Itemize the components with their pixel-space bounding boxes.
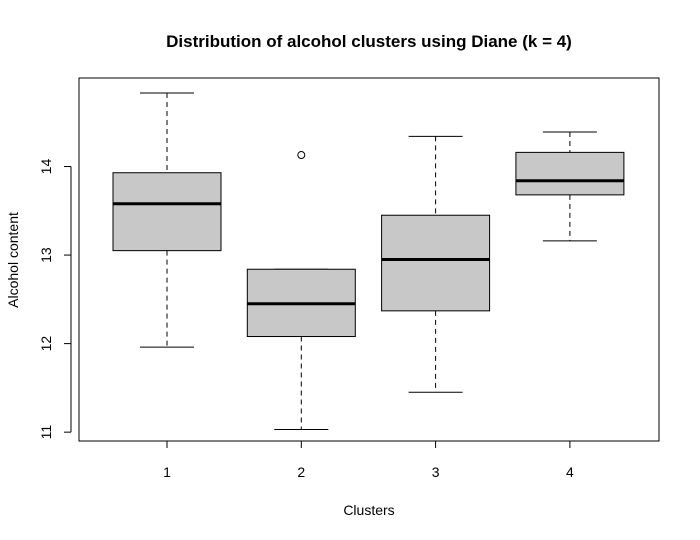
x-tick-label: 1 [163,464,171,480]
box-cluster-2 [246,151,356,430]
outlier-point [297,151,306,160]
box-cluster-3 [381,135,491,393]
iqr-box [112,172,222,252]
y-tick-label: 13 [38,247,54,263]
y-tick-label: 12 [38,336,54,352]
x-tick-label: 3 [432,464,440,480]
x-tick-label: 4 [566,464,574,480]
y-tick-label: 14 [38,159,54,175]
x-axis-label: Clusters [343,502,394,518]
x-axis: 1 2 3 4 [163,440,574,480]
x-tick-label: 2 [297,464,305,480]
y-axis-label: Alcohol content [5,212,21,308]
iqr-box [381,214,491,312]
box-cluster-1 [112,92,222,348]
iqr-box [515,151,625,196]
box-cluster-4 [515,131,625,242]
y-tick-label: 11 [38,425,54,440]
chart-title: Distribution of alcohol clusters using D… [166,32,572,51]
y-axis: 11 12 13 14 [38,159,72,440]
boxes [112,92,625,430]
